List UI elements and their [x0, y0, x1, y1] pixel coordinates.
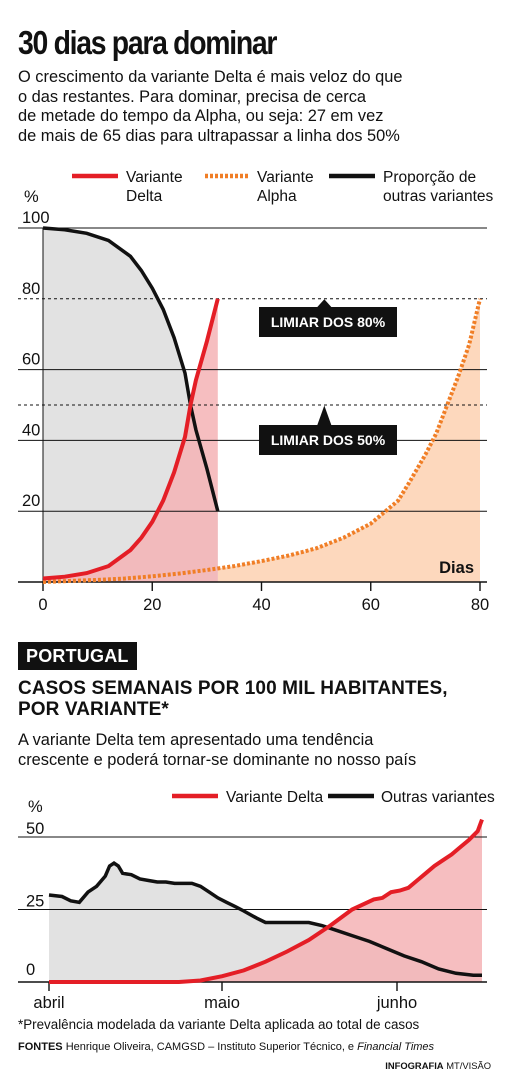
threshold-callout-50: LIMIAR DOS 50%	[259, 405, 397, 455]
legend-others-label: outras variantes	[383, 188, 494, 205]
legend: Variante Delta Outras variantes	[172, 789, 495, 806]
legend-alpha-label: Alpha	[257, 188, 297, 205]
y-tick-label: 40	[22, 421, 40, 439]
callout-pointer	[317, 405, 332, 425]
legend-delta-label: Delta	[126, 188, 163, 205]
series-others-line	[48, 860, 482, 978]
intro-text: O crescimento da variante Delta é mais v…	[18, 68, 403, 145]
legend-others-label: Proporção de	[383, 169, 476, 186]
section-heading: CASOS SEMANAIS POR 100 MIL HABITANTES, P…	[18, 678, 448, 720]
x-tick-label: 40	[252, 596, 270, 614]
x-tick-label: 60	[362, 596, 380, 614]
x-tick-label: 80	[471, 596, 489, 614]
series-delta-line	[42, 298, 220, 581]
callout-box	[259, 425, 397, 455]
x-tick-label: 20	[143, 596, 161, 614]
page-title: 30 dias para dominar	[18, 24, 277, 61]
chart-delta-alpha: 20 40 60 80 100% Dias 0 20 40 60 80 LIMIAR DOS 80% L…	[18, 169, 494, 614]
x-tick-label: abril	[33, 994, 64, 1012]
x-tick-label: junho	[376, 994, 417, 1012]
series-alpha-line	[42, 298, 482, 584]
y-tick-label: 25	[26, 893, 44, 911]
y-tick-label: 60	[22, 351, 40, 369]
y-tick-label: 0	[26, 961, 35, 979]
section-badge: PORTUGAL	[18, 642, 137, 670]
legend-delta-label: Variante	[126, 169, 183, 186]
credit: INFOGRAFIA MT/VISÃO	[385, 1060, 491, 1071]
y-tick-label: 50	[26, 820, 44, 838]
section-intro: A variante Delta tem apresentado uma ten…	[18, 731, 417, 769]
y-axis-unit: %	[28, 798, 43, 816]
callout-text: LIMIAR DOS 80%	[271, 314, 386, 330]
y-tick-label: 20	[22, 492, 40, 510]
callout-pointer	[317, 299, 332, 307]
footnote: *Prevalência modelada da variante Delta …	[18, 1017, 420, 1032]
y-tick-label: 100	[22, 209, 50, 227]
legend: Variante Delta Variante Alpha Proporção de ou…	[72, 169, 494, 205]
y-tick-label: 80	[22, 280, 40, 298]
legend-delta-label: Variante Delta	[226, 789, 323, 806]
alpha-area	[43, 298, 480, 582]
sources: FONTES Henrique Oliveira, CAMGSD – Insti…	[18, 1041, 435, 1053]
y-axis-unit: %	[24, 188, 39, 206]
series-delta-line	[49, 818, 484, 984]
x-axis-label: Dias	[439, 559, 474, 577]
x-tick-label: 0	[38, 596, 47, 614]
threshold-callout-80: LIMIAR DOS 80%	[259, 299, 397, 337]
legend-others-label: Outras variantes	[381, 789, 495, 806]
x-tick-label: maio	[204, 994, 240, 1012]
callout-text: LIMIAR DOS 50%	[271, 432, 386, 448]
series-others-line	[42, 226, 220, 512]
legend-alpha-label: Variante	[257, 169, 314, 186]
callout-box	[259, 307, 397, 337]
